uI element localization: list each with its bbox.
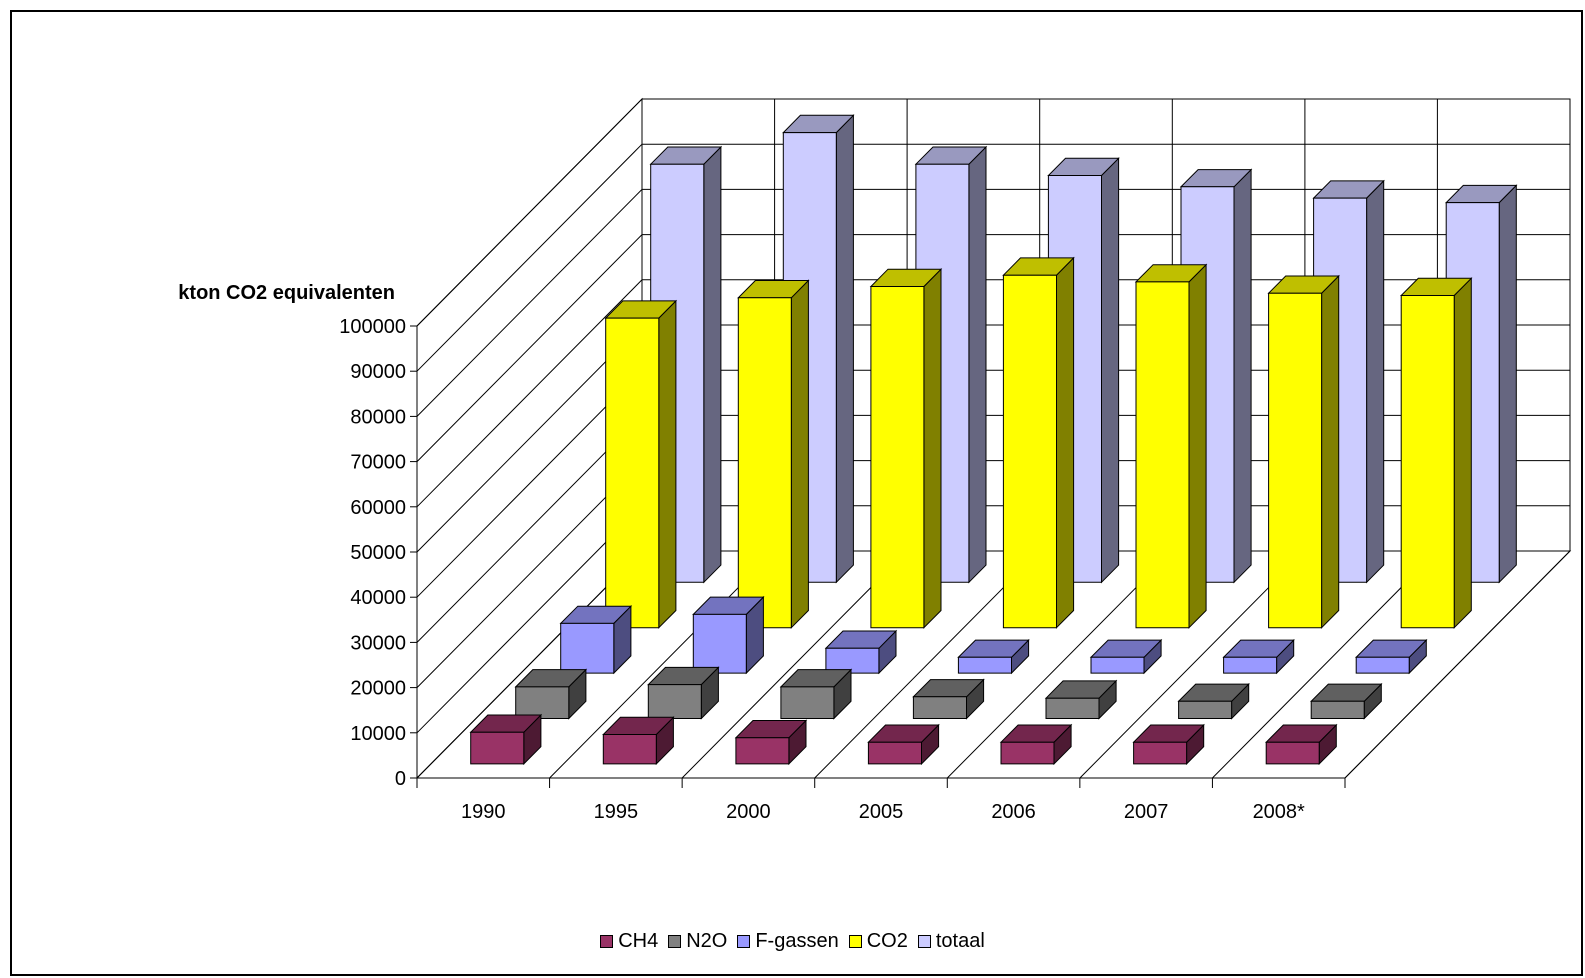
bar-N2O-2000 [779, 668, 853, 720]
y-tick-label-2: 20000 [350, 678, 406, 700]
legend-item-CO2: CO2 [848, 930, 908, 953]
x-tick-label-6: 2008* [1253, 801, 1305, 823]
x-tick-label-2: 2000 [726, 801, 771, 823]
bar-N2O-1995 [647, 666, 720, 720]
legend-label: totaal [935, 930, 985, 952]
bar-F-gassen-2007 [1222, 638, 1295, 675]
bar-CH4-2005 [867, 723, 940, 766]
bar-F-gassen-2000 [824, 629, 898, 675]
y-tick-label-1: 10000 [350, 723, 406, 745]
legend-item-totaal: totaal [917, 930, 985, 953]
y-tick-label-8: 80000 [350, 406, 406, 428]
bar-CH4-1995 [602, 716, 675, 766]
bar-F-gassen-1990 [559, 604, 633, 675]
x-tick-label-1: 1995 [594, 801, 639, 823]
bar-F-gassen-2006 [1089, 638, 1163, 675]
legend-label: F-gassen [755, 930, 839, 952]
bar-CH4-2008* [1264, 723, 1338, 766]
bar-CH4-2007 [1132, 723, 1205, 766]
bar-F-gassen-2005 [957, 638, 1030, 675]
bar-F-gassen-2008* [1354, 638, 1428, 675]
gridline-x-7 [1344, 99, 1571, 779]
y-tick-label-6: 60000 [350, 497, 406, 519]
legend-label: N2O [686, 930, 728, 952]
bar-CH4-1990 [469, 713, 543, 766]
y-tick-label-5: 50000 [350, 542, 406, 564]
bar-N2O-1990 [514, 668, 588, 720]
y-tick-label-10: 100000 [339, 316, 406, 338]
bar-CH4-2000 [734, 719, 808, 766]
y-tick-label-7: 70000 [350, 452, 406, 474]
x-tick-label-0: 1990 [461, 801, 506, 823]
legend-item-CH4: CH4 [600, 930, 658, 953]
bar-CO2-2005 [1002, 256, 1075, 629]
bar-CO2-2008* [1399, 277, 1473, 629]
legend-label: CH4 [618, 930, 659, 952]
bar-N2O-2006 [1044, 679, 1118, 720]
legend-swatch [600, 935, 614, 948]
y-axis-title: kton CO2 equivalenten [178, 282, 395, 304]
bar-CO2-1990 [604, 299, 678, 629]
legend-label: CO2 [866, 930, 908, 952]
legend-swatch [668, 935, 682, 948]
x-tick-label-3: 2005 [859, 801, 904, 823]
x-tick-label-5: 2007 [1124, 801, 1169, 823]
bar-CH4-2006 [999, 723, 1073, 766]
y-tick-label-3: 30000 [350, 632, 406, 654]
y-tick-label-9: 90000 [350, 361, 406, 383]
bar-N2O-2008* [1309, 682, 1383, 720]
x-tick-label-4: 2006 [991, 801, 1036, 823]
bar-N2O-2007 [1177, 682, 1250, 720]
y-tick-label-4: 40000 [350, 587, 406, 609]
bar-CO2-2007 [1267, 274, 1340, 629]
legend-swatch [737, 935, 751, 948]
y-tick-label-0: 0 [395, 768, 406, 790]
legend-swatch [848, 935, 862, 948]
bar-CO2-2000 [869, 267, 943, 629]
bar-CO2-1995 [737, 279, 810, 629]
legend-swatch [917, 935, 931, 948]
bar-CO2-2006 [1134, 263, 1208, 629]
chart-legend: CH4 N2O F-gassen CO2 totaal [0, 930, 1585, 953]
legend-item-N2O: N2O [668, 930, 727, 953]
legend-item-F-gassen: F-gassen [737, 930, 839, 953]
bar-N2O-2005 [912, 678, 985, 720]
bar-F-gassen-1995 [692, 595, 765, 675]
